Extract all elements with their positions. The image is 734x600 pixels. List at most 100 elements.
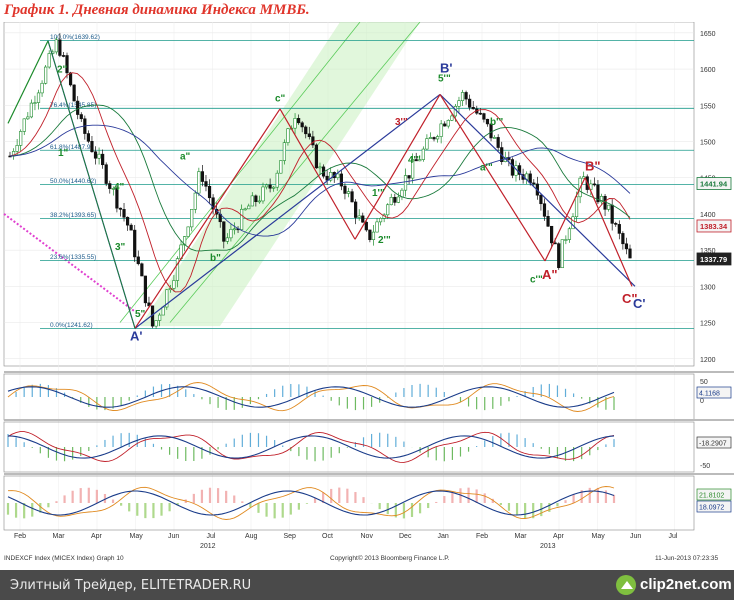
wave-line: [279, 108, 356, 240]
panel-tick: -50: [700, 463, 710, 470]
x-tick-label: Mar: [53, 533, 66, 540]
candle-body: [460, 92, 465, 101]
candle-body: [297, 118, 301, 124]
candle-body: [247, 205, 251, 210]
candle-body: [468, 98, 472, 108]
panel-tag: [696, 386, 732, 399]
panel-tag-label: -18.2907: [699, 441, 727, 448]
candle-body: [311, 136, 315, 146]
footer-bar: Элитный Трейдер, ELITETRADER.RU clip2net…: [0, 570, 734, 600]
candle-body: [143, 275, 148, 304]
candle-body: [15, 145, 19, 152]
candle-body: [307, 133, 311, 138]
candle-body: [136, 256, 140, 265]
candle-body: [607, 204, 611, 210]
price-tag: [696, 252, 732, 266]
candle-body: [79, 114, 83, 120]
candle-body: [329, 172, 333, 181]
fib-label: 38.2%(1393.65): [50, 212, 96, 219]
candle-body: [261, 186, 265, 202]
x-tick-label: Feb: [476, 533, 488, 540]
candle-body: [172, 280, 176, 289]
wave-label: 5": [135, 309, 146, 320]
candle-body: [517, 165, 522, 175]
fib-label: 0.0%(1241.62): [50, 322, 93, 329]
ma-green: [9, 104, 631, 252]
candle-body: [421, 148, 425, 160]
x-tick-label: Apr: [91, 533, 103, 540]
candle-body: [617, 224, 621, 234]
oscillator-line: [7, 382, 615, 412]
year-label: 2012: [200, 543, 216, 550]
chart-canvas: 100.0%(1639.62) 76.4%(1545.85) 61.8%(1487.…: [3, 22, 734, 562]
candle-body: [197, 171, 201, 194]
candle-body: [40, 82, 44, 94]
candle-body: [339, 173, 343, 187]
x-tick-label: Sep: [284, 533, 297, 540]
candle-body: [439, 123, 443, 137]
x-axis: Feb Mar Apr May Jun Jul Aug Sep Oct Nov Dec Jan Feb M…: [14, 533, 678, 550]
price-tag: [696, 219, 732, 233]
signal-line: [7, 386, 615, 408]
wave-label: B': [440, 61, 452, 76]
x-tick-label: Apr: [553, 533, 565, 540]
panel-tag: [696, 488, 732, 501]
candle-body: [26, 116, 30, 120]
wave-line: [47, 40, 136, 329]
candle-body: [44, 66, 48, 84]
wave-label: 4'": [408, 155, 421, 166]
y-tick-label: 1650: [700, 31, 716, 38]
candle-body: [115, 188, 119, 209]
candle-body: [318, 166, 322, 169]
candle-body: [275, 172, 279, 188]
candle-body: [272, 186, 276, 189]
wave-label: a'": [480, 162, 493, 173]
clip2net-logo[interactable]: clip2net.com: [616, 574, 732, 596]
moving-averages: [9, 72, 631, 293]
candle-body: [204, 181, 208, 187]
candle-body: [282, 142, 286, 161]
candle-body: [111, 188, 115, 190]
wave-line: [439, 94, 546, 262]
magenta-trend: [3, 213, 136, 313]
wave-label: 1'": [372, 188, 385, 199]
candle-body: [90, 141, 94, 153]
candle-body: [624, 243, 629, 250]
wave-label: B": [585, 158, 601, 173]
fib-label: 100.0%(1639.62): [50, 34, 100, 41]
candle-body: [574, 196, 579, 218]
wave-label: A': [130, 329, 142, 344]
candle-body: [364, 221, 368, 231]
candle-body: [450, 115, 454, 121]
y-tick-label: 1200: [700, 357, 716, 364]
candle-body: [485, 118, 490, 125]
wave-line: [134, 93, 441, 329]
price-tag-label: 1383.34: [700, 222, 728, 231]
panel-tag: [696, 500, 732, 513]
candle-body: [54, 39, 58, 53]
candle-body: [129, 224, 133, 231]
candle-body: [596, 184, 600, 203]
candle-body: [432, 137, 436, 140]
candle-body: [336, 173, 340, 179]
candle-body: [264, 184, 269, 188]
wave-line: [544, 177, 586, 262]
price-tag: [696, 177, 732, 190]
wave-label: 1": [58, 148, 69, 159]
candle-body: [621, 233, 625, 245]
wave-label: A": [542, 267, 558, 282]
candle-body: [76, 100, 80, 115]
candle-body: [592, 183, 596, 186]
wave-line: [439, 93, 636, 287]
wave-label: C': [633, 296, 645, 311]
wave-line: [584, 177, 633, 287]
wave-label: 2": [57, 65, 68, 76]
wave-label: 5'": [438, 73, 451, 84]
candle-body: [414, 159, 418, 162]
x-tick-label: Aug: [245, 533, 258, 540]
y-tick-label: 1500: [700, 139, 716, 146]
candle-body: [300, 122, 304, 128]
panel-tick: 50: [700, 379, 708, 386]
candle-body: [396, 196, 400, 203]
chart-title: График 1. Дневная динамика Индекса ММВБ.: [4, 2, 310, 18]
